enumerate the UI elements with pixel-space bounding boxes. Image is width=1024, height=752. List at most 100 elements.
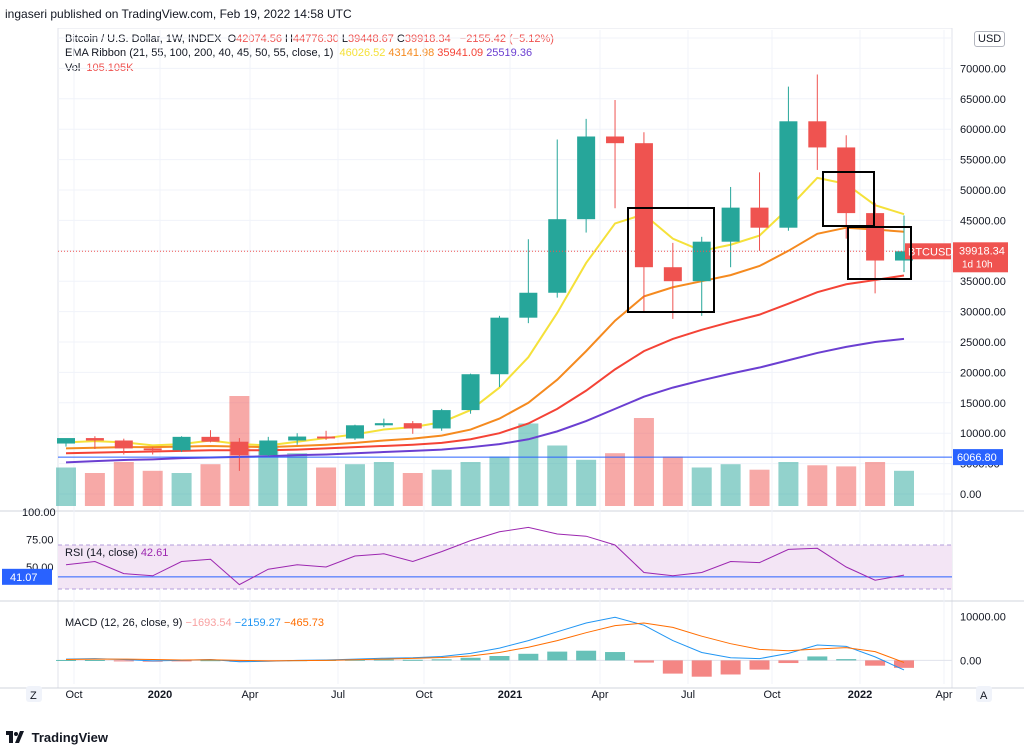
candle-body (85, 438, 104, 441)
ohlc-h: H44776.30 (285, 33, 339, 45)
volume-bar (84, 473, 105, 506)
ohlc-values: O42074.56 H44776.30 L39448.67 C39918.34 (228, 33, 454, 45)
time-tick-label: Oct (415, 689, 432, 701)
volume-bar (142, 470, 163, 506)
symbol-badge-label: BTCUSD (908, 246, 953, 258)
macd-histogram-bar (518, 653, 539, 661)
volume-bar (605, 453, 626, 506)
volume-bar (749, 469, 770, 506)
candle-body (345, 425, 364, 439)
macd-label: MACD (12, 26, close, 9) (65, 617, 183, 629)
macd-histogram-bar (576, 650, 597, 661)
time-tick-label: 2020 (148, 689, 172, 701)
candle-body (259, 440, 278, 456)
volume-bar (344, 464, 365, 506)
rsi-line (65, 526, 905, 586)
price-tick-label: 70000.00 (960, 63, 1006, 75)
price-tick-label: 35000.00 (960, 276, 1006, 288)
price-tick-label: 25000.00 (960, 337, 1006, 349)
volume-bar (287, 453, 308, 506)
ema-value-3: 35941.09 (437, 47, 484, 59)
volume-bar (431, 469, 452, 506)
candle-body (837, 147, 856, 214)
volume-bar (56, 467, 76, 506)
candle-body (461, 374, 480, 411)
macd-value-3: −465.73 (283, 617, 325, 629)
time-tick-label: Oct (65, 689, 82, 701)
rsi-band (58, 545, 952, 589)
volume-bar (489, 456, 510, 506)
ema-legend: EMA Ribbon (21, 55, 100, 200, 40, 45, 50… (65, 47, 538, 59)
macd-histogram-bar (431, 659, 452, 661)
z-button[interactable] (26, 686, 42, 702)
macd-histogram-bar (229, 660, 250, 662)
a-button[interactable] (976, 686, 992, 702)
currency-badge[interactable]: USD (974, 31, 1006, 47)
candle-body (143, 448, 162, 451)
volume-bar (662, 456, 683, 506)
macd-histogram-bar (547, 651, 568, 661)
candle-body (548, 219, 567, 293)
candle-body (519, 292, 538, 318)
time-tick-label: Apr (935, 689, 952, 701)
macd-histogram-bar (894, 660, 914, 668)
tradingview-logo-icon (6, 731, 24, 743)
price-tick-label: 15000.00 (960, 398, 1006, 410)
price-tick-label: 30000.00 (960, 307, 1006, 319)
price-chart[interactable]: 70000.00 65000.00 60000.00 55000.00 50000.00… (0, 27, 1024, 718)
hline-badge (953, 449, 1003, 466)
price-tick-label: 60000.00 (960, 124, 1006, 136)
candle-body (577, 136, 596, 220)
candle-body (750, 207, 769, 228)
ema-line-2 (65, 226, 905, 450)
volume-bar (576, 459, 597, 506)
ema-line-3 (65, 274, 905, 455)
tradingview-logo[interactable]: TradingView (6, 730, 108, 745)
candle-body (663, 267, 682, 282)
rsi-label: RSI (14, close) (65, 547, 138, 559)
rsi-badge (2, 568, 52, 585)
annotation-box (627, 207, 715, 313)
time-tick-label: Apr (241, 689, 258, 701)
z-button-label: Z (30, 690, 37, 702)
macd-histogram-bar (662, 660, 683, 674)
time-tick-label: Oct (763, 689, 780, 701)
volume-bar (316, 467, 337, 506)
symbol-legend: Bitcoin / U.S. Dollar, 1W, INDEX O42074.… (65, 33, 557, 45)
chart-area[interactable]: 70000.00 65000.00 60000.00 55000.00 50000.00… (0, 27, 1024, 718)
candle-body (634, 143, 653, 268)
price-badge-countdown: 1d 10h (962, 259, 993, 270)
ohlc-l: L39448.67 (341, 33, 394, 45)
rsi-badge-label: 41.07 (10, 572, 38, 584)
price-tick-label: 20000.00 (960, 367, 1006, 379)
time-tick-label: Jul (331, 689, 345, 701)
time-tick-label: Jul (681, 689, 695, 701)
candle-body (606, 136, 625, 144)
volume-bar (402, 473, 423, 506)
macd-histogram-bar (691, 660, 712, 677)
macd-histogram-bar (84, 659, 105, 661)
macd-histogram-bar (460, 657, 481, 661)
tradingview-brand: TradingView (31, 730, 108, 745)
volume-bar (460, 462, 481, 506)
macd-histogram-bar (56, 659, 76, 661)
candle-body (490, 317, 509, 375)
ohlc-c: C39918.34 (396, 33, 451, 45)
ema-label: EMA Ribbon (21, 55, 100, 200, 40, 45, 50… (65, 47, 334, 59)
rsi-value: 42.61 (140, 547, 169, 559)
ema-value-1: 46026.52 (339, 47, 386, 59)
macd-histogram-bar (402, 659, 423, 661)
volume-bar (373, 462, 394, 506)
time-tick-label: 2022 (848, 689, 872, 701)
price-badge (953, 242, 1008, 273)
volume-bar (547, 445, 568, 506)
volume-bar (518, 423, 539, 506)
candle-body (172, 436, 191, 451)
macd-value-2: −2159.27 (234, 617, 281, 629)
macd-histogram-bar (489, 656, 510, 661)
candle-body (866, 213, 885, 261)
candle-body (779, 121, 798, 228)
volume-bar (836, 466, 857, 506)
ema-line-4 (65, 337, 905, 464)
ema-value-4: 25519.36 (486, 47, 533, 59)
